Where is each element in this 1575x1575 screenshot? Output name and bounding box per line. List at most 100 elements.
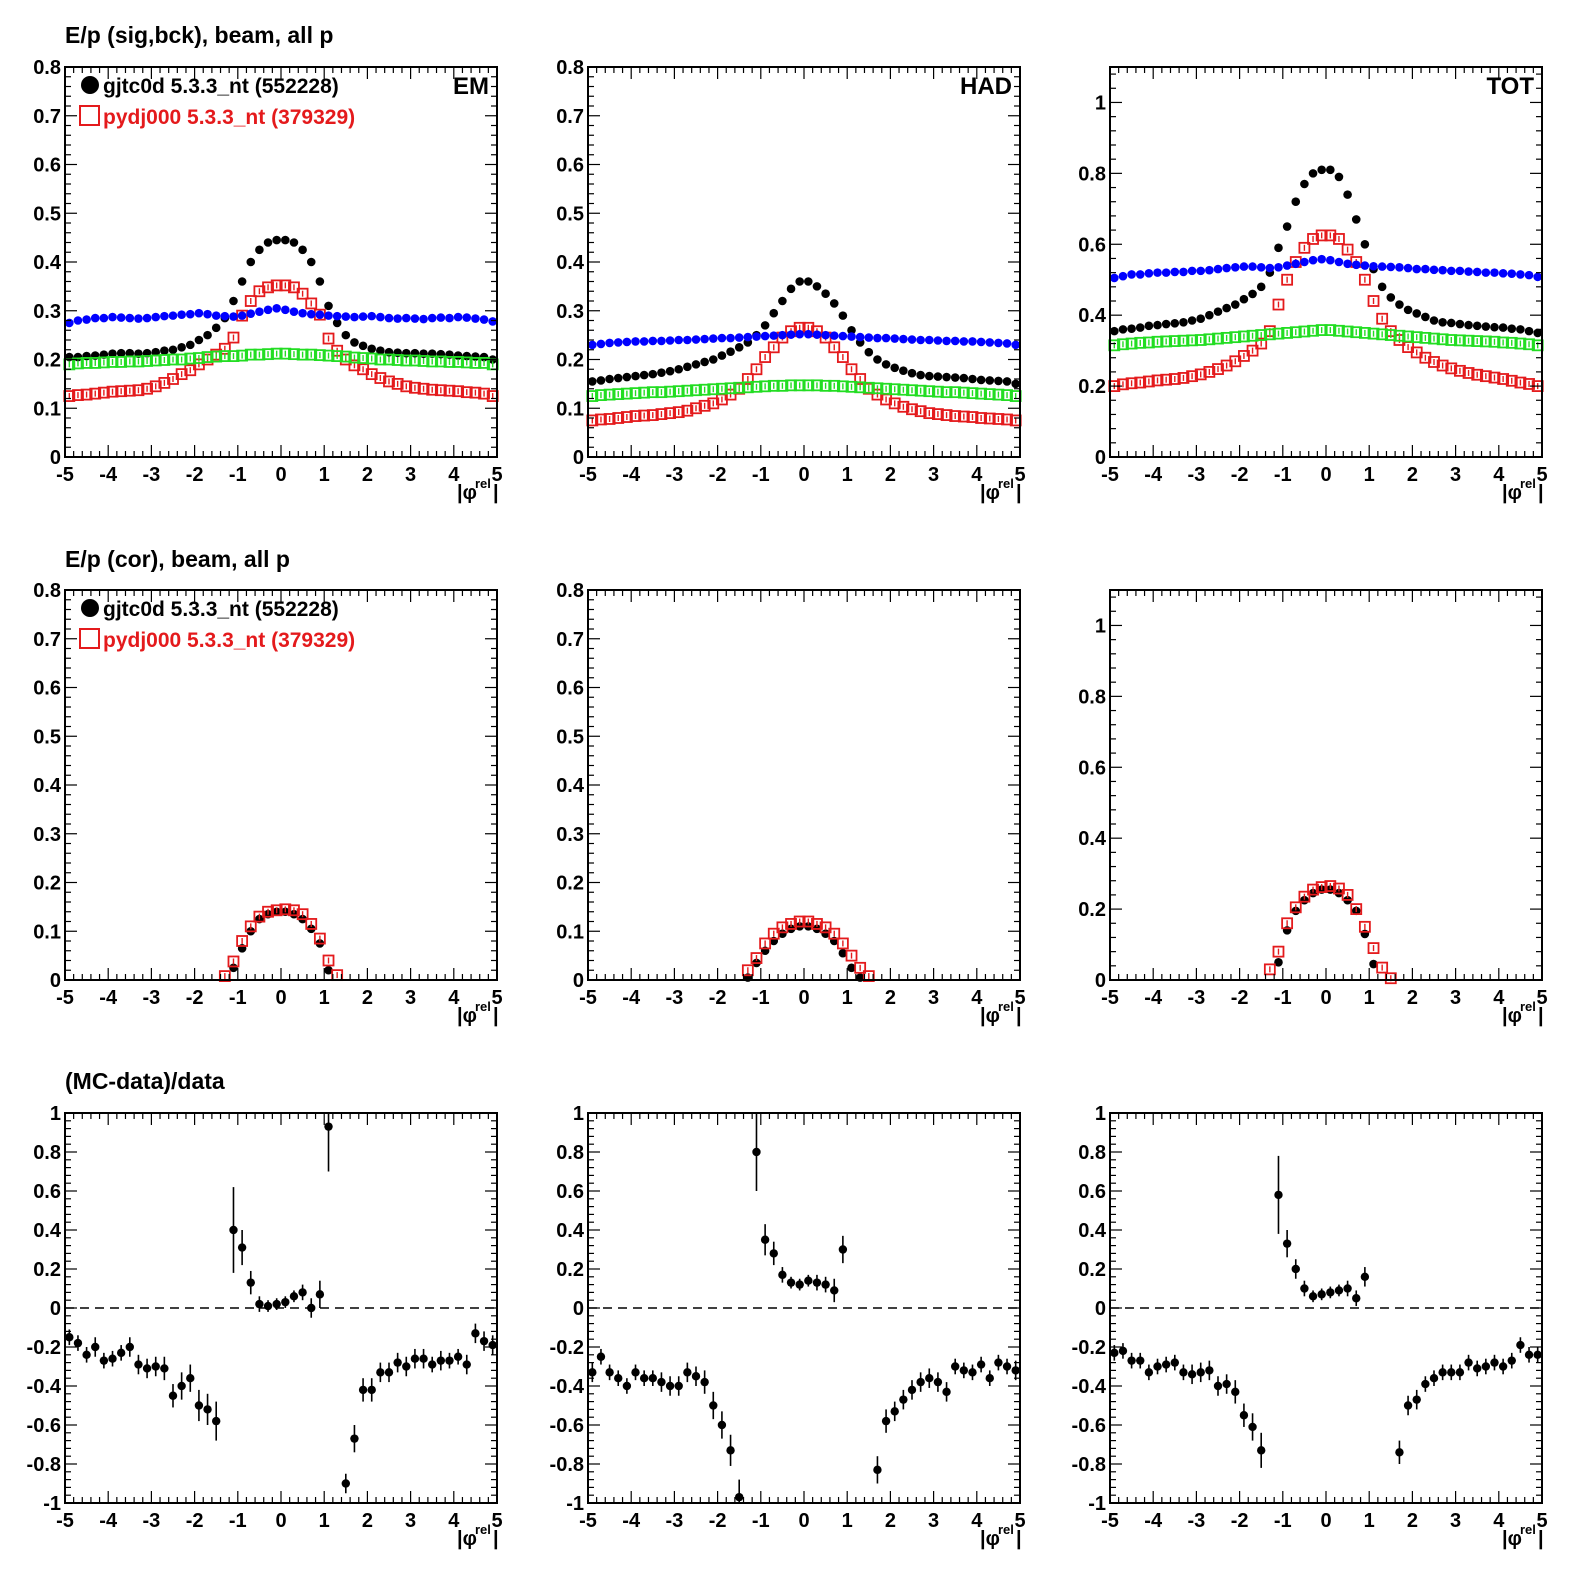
data-point [759, 380, 772, 393]
data-point [873, 333, 882, 343]
y-tick-label: 0.6 [556, 1181, 584, 1203]
data-point [1118, 325, 1128, 334]
data-point [469, 386, 482, 399]
data-point [681, 384, 694, 397]
y-tick-label: -0.2 [27, 1337, 61, 1359]
data-point [151, 347, 161, 357]
data-point [80, 357, 93, 369]
x-tick-label: 2 [1407, 464, 1418, 486]
y-tick-label: 0.7 [556, 629, 584, 651]
data-point [1317, 1290, 1326, 1299]
data-point [683, 1368, 692, 1377]
data-point [767, 927, 780, 940]
data-point [1376, 961, 1389, 974]
data-point [933, 1377, 943, 1387]
data-point [957, 410, 970, 423]
x-tick-label: 4 [1493, 987, 1505, 1009]
data-point [82, 315, 91, 324]
data-point [357, 352, 369, 364]
data-point [298, 1288, 307, 1297]
x-tick-label: 4 [1493, 464, 1505, 486]
data-point [907, 368, 917, 378]
data-point [1239, 1411, 1249, 1420]
chart-panel: -5 -4 -3 -2 -1 0 1 2 3 4 5 0 0.1 0.2 0.3 0.4 0.5 0.6 0.7 0.… [33, 57, 502, 504]
data-point [1142, 375, 1155, 388]
data-series [588, 1113, 1020, 1503]
data-point [106, 356, 119, 368]
data-point [691, 335, 701, 344]
data-point [830, 1286, 839, 1295]
data-point [596, 339, 606, 349]
data-point [1213, 307, 1223, 316]
data-point [1412, 264, 1422, 274]
panel-label: HAD [960, 73, 1012, 100]
data-point [1369, 261, 1378, 271]
data-point [847, 332, 856, 341]
legend-label: gjtc0d 5.3.3_nt (552228) [103, 75, 339, 98]
data-point [968, 1368, 977, 1377]
x-tick-label: 5 [1014, 464, 1025, 486]
data-point [365, 368, 378, 381]
data-point [471, 314, 480, 323]
x-tick-label: 0 [798, 987, 809, 1009]
data-point [1464, 1358, 1473, 1367]
data-point [1307, 883, 1319, 896]
data-point [186, 1374, 195, 1383]
data-point [786, 284, 796, 294]
data-point [1395, 263, 1404, 272]
data-point [1436, 359, 1449, 372]
y-tick-label: 0.5 [33, 203, 61, 225]
data-point [400, 380, 413, 393]
data-point [1002, 1362, 1012, 1371]
data-point [1300, 179, 1309, 189]
data-point [116, 1348, 126, 1358]
data-point [925, 1374, 934, 1383]
data-point [279, 903, 292, 916]
data-point [717, 1420, 727, 1430]
data-point [227, 955, 240, 968]
data-point [391, 377, 404, 390]
data-point [263, 238, 273, 247]
data-point [605, 338, 614, 348]
x-tick-label: 0 [1320, 464, 1331, 486]
data-point [1352, 1294, 1361, 1303]
x-tick-label: -4 [622, 464, 641, 486]
data-point [289, 238, 299, 247]
legend-marker [79, 628, 100, 649]
data-point [700, 334, 709, 344]
data-point [185, 309, 195, 319]
data-point [298, 308, 307, 318]
data-point [700, 357, 709, 367]
y-tick-label: 0.3 [33, 824, 61, 846]
data-point [1282, 926, 1292, 935]
data-point [985, 338, 995, 347]
y-tick-label: 0.2 [1078, 899, 1106, 921]
data-point [595, 389, 607, 401]
y-tick-label: 0.2 [1078, 1259, 1106, 1281]
data-point [1317, 254, 1326, 264]
data-point [881, 1416, 891, 1426]
data-point [691, 360, 701, 369]
y-tick-label: 0 [573, 447, 584, 469]
x-axis-label-bar: | [1538, 482, 1544, 504]
data-point [246, 257, 256, 267]
data-point [802, 915, 815, 928]
data-point [776, 379, 789, 392]
data-point [864, 347, 874, 357]
x-tick-label: 4 [448, 1510, 460, 1532]
x-axis-label-bar: | [1016, 1005, 1022, 1027]
x-tick-label: -1 [752, 987, 770, 1009]
y-tick-label: -1 [566, 1493, 584, 1515]
data-point [246, 1278, 255, 1287]
data-point [778, 1270, 787, 1280]
y-tick-label: 0.8 [33, 1142, 61, 1164]
data-point [168, 311, 178, 320]
data-point [391, 354, 404, 366]
data-point [1298, 325, 1311, 338]
data-point [683, 362, 692, 372]
data-point [99, 313, 109, 323]
data-point [966, 387, 979, 400]
data-point [175, 368, 188, 381]
data-point [1298, 241, 1311, 254]
data-point [443, 356, 456, 368]
